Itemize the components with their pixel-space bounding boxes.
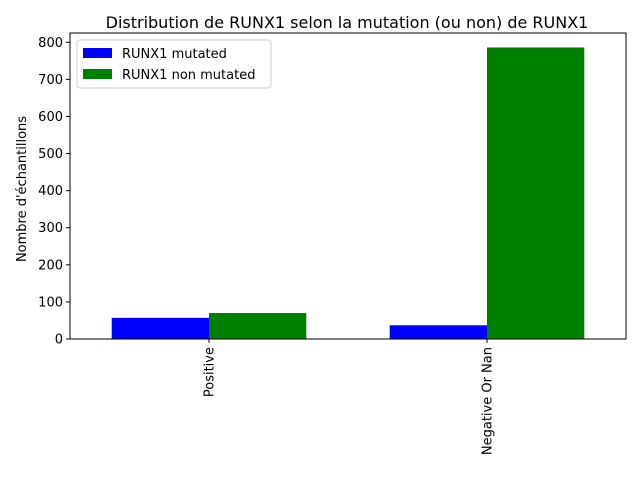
legend-label-mutated: RUNX1 mutated	[122, 47, 227, 62]
y-tick-label: 800	[38, 36, 63, 51]
bar-non-mutated-1	[487, 47, 585, 339]
legend-swatch-non-mutated	[83, 69, 112, 79]
y-tick-label: 300	[38, 221, 63, 236]
y-tick-label: 0	[55, 333, 63, 348]
bar-mutated-0	[111, 317, 209, 339]
legend-box	[76, 39, 272, 89]
bar-non-mutated-0	[209, 313, 307, 339]
y-tick-label: 100	[38, 295, 63, 310]
y-tick-label: 400	[38, 184, 63, 199]
legend-swatch-mutated	[83, 48, 112, 58]
x-axis: Positive Negative Or Nan	[203, 339, 496, 455]
bar-mutated-1	[389, 325, 487, 339]
plot-area-frame	[69, 32, 627, 340]
y-tick-label: 700	[38, 73, 63, 88]
x-tick-label: Positive	[203, 347, 218, 397]
y-axis: 0 100 200 300 400 500 600 700 800	[38, 36, 70, 348]
legend-label-non-mutated: RUNX1 non mutated	[122, 68, 255, 83]
chart-title: Distribution de RUNX1 selon la mutation …	[106, 13, 589, 32]
y-axis-label: Nombre d'échantillons	[15, 116, 30, 262]
x-tick-label: Negative Or Nan	[481, 347, 496, 455]
bars-group	[111, 47, 585, 339]
y-tick-label: 600	[38, 110, 63, 125]
legend: RUNX1 mutated RUNX1 non mutated	[76, 39, 272, 89]
y-tick-label: 500	[38, 147, 63, 162]
y-tick-label: 200	[38, 258, 63, 273]
